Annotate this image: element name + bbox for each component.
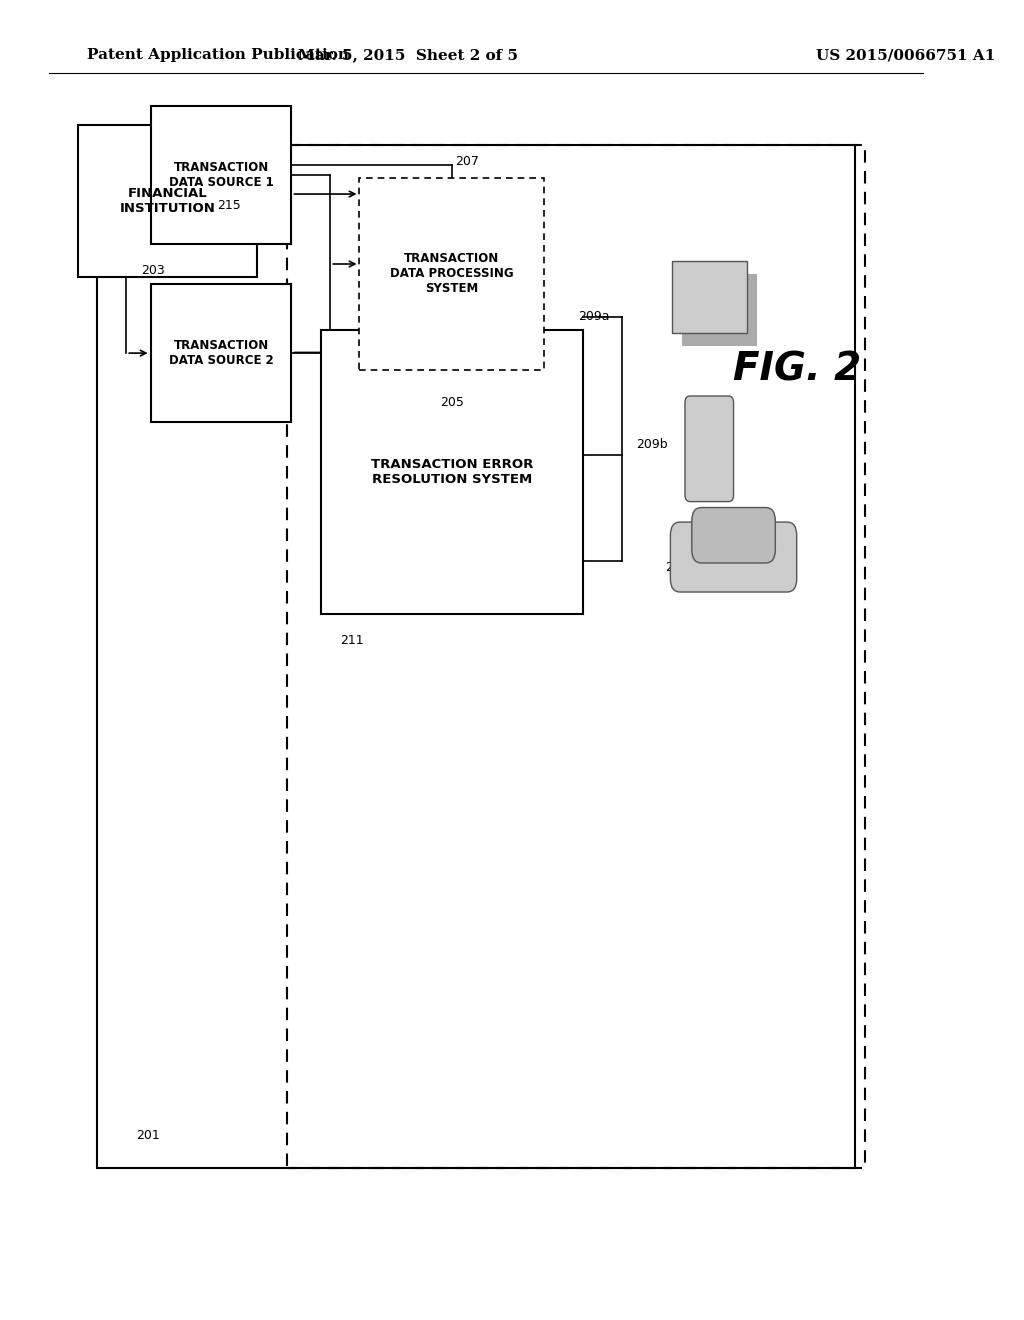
Text: 211: 211 (340, 634, 364, 647)
Text: TRANSACTION
DATA PROCESSING
SYSTEM: TRANSACTION DATA PROCESSING SYSTEM (390, 252, 514, 296)
FancyBboxPatch shape (672, 260, 746, 333)
Text: 215: 215 (217, 199, 241, 213)
Text: Mar. 5, 2015  Sheet 2 of 5: Mar. 5, 2015 Sheet 2 of 5 (298, 49, 518, 62)
Text: TRANSACTION
DATA SOURCE 2: TRANSACTION DATA SOURCE 2 (169, 339, 273, 367)
Text: US 2015/0066751 A1: US 2015/0066751 A1 (816, 49, 995, 62)
FancyBboxPatch shape (321, 330, 583, 614)
FancyBboxPatch shape (682, 273, 757, 346)
Text: Patent Application Publication: Patent Application Publication (87, 49, 349, 62)
FancyBboxPatch shape (151, 284, 292, 422)
Text: 207: 207 (455, 154, 478, 168)
FancyBboxPatch shape (685, 396, 733, 502)
FancyBboxPatch shape (671, 521, 797, 591)
Text: 209a: 209a (579, 310, 609, 323)
Text: TRANSACTION ERROR
RESOLUTION SYSTEM: TRANSACTION ERROR RESOLUTION SYSTEM (371, 458, 532, 486)
Text: 209c: 209c (666, 561, 696, 574)
Text: 209b: 209b (636, 438, 668, 451)
FancyBboxPatch shape (78, 125, 257, 277)
Text: TRANSACTION
DATA SOURCE 1: TRANSACTION DATA SOURCE 1 (169, 161, 273, 189)
Text: FINANCIAL
INSTITUTION: FINANCIAL INSTITUTION (120, 187, 215, 215)
FancyBboxPatch shape (692, 507, 775, 562)
FancyBboxPatch shape (151, 106, 292, 244)
Text: 205: 205 (440, 396, 464, 409)
Text: 203: 203 (141, 264, 165, 277)
Text: FIG. 2: FIG. 2 (732, 351, 861, 388)
Text: 201: 201 (136, 1129, 160, 1142)
FancyBboxPatch shape (359, 178, 544, 370)
